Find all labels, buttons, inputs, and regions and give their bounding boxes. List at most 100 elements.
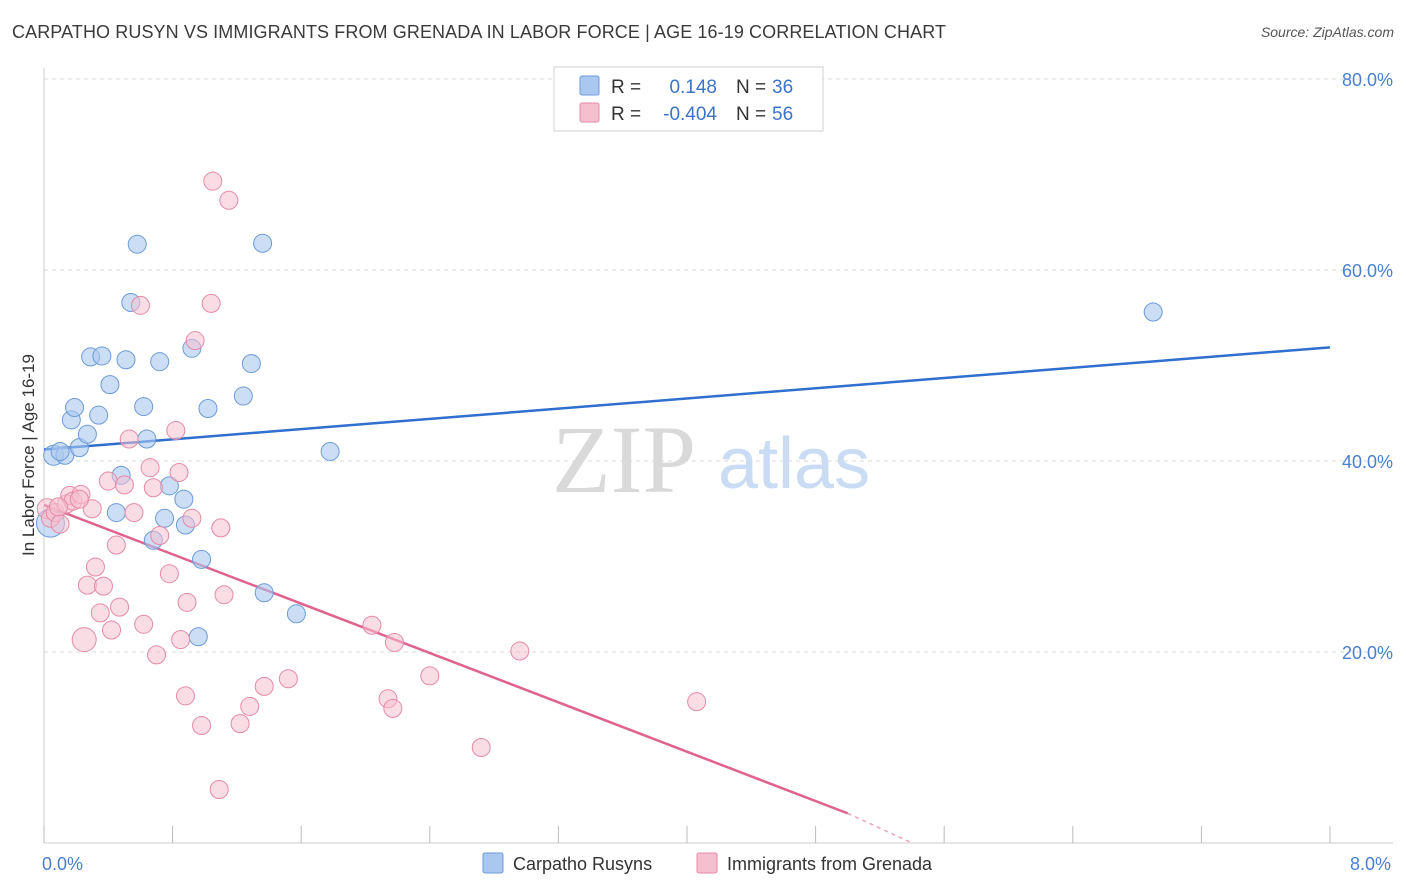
legend-swatch-blue	[579, 75, 600, 96]
point-carpatho-rusyns-34	[1143, 302, 1163, 322]
point-immigrants-from-grenada-9	[82, 499, 102, 519]
point-immigrants-from-grenada-53	[687, 692, 707, 712]
y-tick-label-60: 60.0%	[1342, 261, 1393, 281]
trend-line-extension-immigrants-from-grenada	[847, 812, 913, 844]
top-legend: R = 0.148 N = 36 R = -0.404 N = 56	[553, 66, 824, 132]
y-tick-label-20: 20.0%	[1342, 643, 1393, 663]
point-immigrants-from-grenada-51	[471, 738, 491, 757]
point-immigrants-from-grenada-44	[278, 669, 298, 689]
legend-r-value-pink: -0.404	[663, 104, 717, 125]
point-immigrants-from-grenada-14	[102, 620, 122, 640]
point-immigrants-from-grenada-39	[214, 585, 234, 605]
point-immigrants-from-grenada-55	[48, 497, 68, 517]
point-immigrants-from-grenada-50	[420, 666, 440, 686]
point-immigrants-from-grenada-18	[114, 475, 134, 495]
point-immigrants-from-grenada-43	[254, 676, 274, 696]
watermark-atlas: atlas	[718, 424, 870, 504]
point-carpatho-rusyns-33	[320, 441, 340, 461]
point-immigrants-from-grenada-23	[140, 458, 160, 478]
point-carpatho-rusyns-9	[92, 346, 112, 366]
point-immigrants-from-grenada-49	[384, 632, 404, 652]
point-immigrants-from-grenada-29	[169, 462, 189, 482]
legend-n-value-blue: 36	[772, 77, 793, 98]
point-carpatho-rusyns-14	[127, 234, 147, 254]
legend-n-label-pink: N =	[736, 104, 766, 125]
watermark-zip: ZIP	[552, 406, 696, 513]
point-immigrants-from-grenada-12	[93, 576, 113, 596]
point-immigrants-from-grenada-15	[71, 627, 97, 653]
point-immigrants-from-grenada-8	[77, 575, 97, 595]
point-carpatho-rusyns-26	[188, 627, 208, 647]
trend-lines	[43, 346, 1331, 844]
point-immigrants-from-grenada-28	[166, 420, 186, 440]
point-immigrants-from-grenada-16	[106, 535, 126, 555]
point-immigrants-from-grenada-46	[362, 615, 382, 635]
point-immigrants-from-grenada-31	[175, 686, 195, 706]
series-immigrants-from-grenada	[36, 171, 707, 800]
point-carpatho-rusyns-4	[65, 398, 85, 418]
point-carpatho-rusyns-11	[106, 503, 126, 523]
y-tick-label-80: 80.0%	[1342, 70, 1393, 90]
point-carpatho-rusyns-28	[233, 386, 253, 406]
point-immigrants-from-grenada-40	[219, 190, 239, 210]
point-immigrants-from-grenada-30	[171, 630, 191, 650]
legend-r-label-blue: R =	[611, 77, 641, 98]
point-immigrants-from-grenada-19	[119, 429, 139, 449]
legend-swatch-pink	[579, 102, 600, 123]
point-carpatho-rusyns-32	[286, 604, 306, 624]
point-immigrants-from-grenada-20	[124, 503, 144, 523]
point-carpatho-rusyns-13	[116, 350, 136, 370]
point-immigrants-from-grenada-13	[98, 471, 118, 491]
point-immigrants-from-grenada-37	[203, 171, 223, 191]
point-carpatho-rusyns-29	[241, 354, 261, 374]
point-carpatho-rusyns-27	[198, 398, 218, 418]
point-carpatho-rusyns-35	[50, 441, 70, 461]
point-carpatho-rusyns-25	[192, 549, 212, 569]
point-immigrants-from-grenada-33	[182, 508, 202, 528]
point-carpatho-rusyns-6	[77, 424, 97, 444]
y-tick-labels: 20.0% 40.0% 60.0% 80.0%	[1342, 70, 1393, 663]
point-immigrants-from-grenada-35	[192, 716, 212, 736]
y-tick-label-40: 40.0%	[1342, 452, 1393, 472]
point-immigrants-from-grenada-10	[85, 557, 105, 577]
axes	[43, 68, 1393, 844]
point-immigrants-from-grenada-26	[150, 525, 170, 545]
bottom-legend-swatch-blue	[482, 852, 504, 874]
point-immigrants-from-grenada-27	[159, 564, 179, 584]
trend-line-immigrants-from-grenada	[43, 503, 849, 815]
point-carpatho-rusyns-17	[137, 429, 157, 449]
point-carpatho-rusyns-8	[89, 405, 109, 425]
point-immigrants-from-grenada-25	[147, 645, 167, 665]
x-tick-label-max: 8.0%	[1350, 854, 1391, 874]
point-immigrants-from-grenada-42	[240, 696, 260, 716]
point-immigrants-from-grenada-34	[185, 331, 205, 351]
point-immigrants-from-grenada-17	[110, 597, 130, 617]
chart-title: CARPATHO RUSYN VS IMMIGRANTS FROM GRENAD…	[12, 22, 947, 42]
point-carpatho-rusyns-20	[155, 508, 175, 528]
point-immigrants-from-grenada-45	[209, 780, 229, 800]
x-tick-label-min: 0.0%	[42, 854, 83, 874]
legend-r-label-pink: R =	[611, 104, 641, 125]
point-carpatho-rusyns-22	[174, 489, 194, 509]
point-carpatho-rusyns-31	[254, 583, 274, 603]
trend-line-carpatho-rusyns	[43, 346, 1331, 451]
bottom-legend-swatch-pink	[696, 852, 718, 874]
point-immigrants-from-grenada-11	[90, 603, 110, 623]
point-immigrants-from-grenada-24	[143, 478, 163, 498]
point-immigrants-from-grenada-36	[201, 293, 221, 313]
legend-r-value-blue: 0.148	[669, 77, 717, 98]
source-credit: Source: ZipAtlas.com	[1260, 24, 1394, 40]
point-immigrants-from-grenada-22	[134, 614, 154, 634]
point-carpatho-rusyns-19	[150, 352, 170, 372]
point-immigrants-from-grenada-21	[130, 295, 150, 315]
y-axis-title: In Labor Force | Age 16-19	[19, 354, 38, 556]
point-immigrants-from-grenada-48	[383, 698, 403, 718]
point-immigrants-from-grenada-54	[69, 489, 89, 509]
legend-n-label-blue: N =	[736, 77, 766, 98]
point-immigrants-from-grenada-3	[50, 514, 70, 534]
point-carpatho-rusyns-30	[253, 233, 273, 253]
point-immigrants-from-grenada-52	[510, 641, 530, 661]
point-immigrants-from-grenada-38	[211, 518, 231, 538]
bottom-legend: Carpatho Rusyns Immigrants from Grenada	[482, 852, 933, 874]
